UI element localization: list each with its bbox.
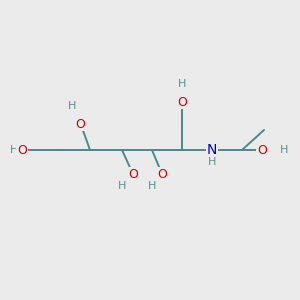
Text: O: O <box>17 143 27 157</box>
Text: N: N <box>207 143 217 157</box>
Text: O: O <box>75 118 85 130</box>
Text: O: O <box>257 143 267 157</box>
Text: O: O <box>177 95 187 109</box>
Text: O: O <box>128 167 138 181</box>
Text: H: H <box>208 157 216 167</box>
Text: H: H <box>280 145 288 155</box>
Text: H: H <box>68 101 76 111</box>
Text: H: H <box>118 181 126 191</box>
Text: H: H <box>10 145 18 155</box>
Text: H: H <box>148 181 156 191</box>
Text: O: O <box>157 167 167 181</box>
Text: H: H <box>178 79 186 89</box>
